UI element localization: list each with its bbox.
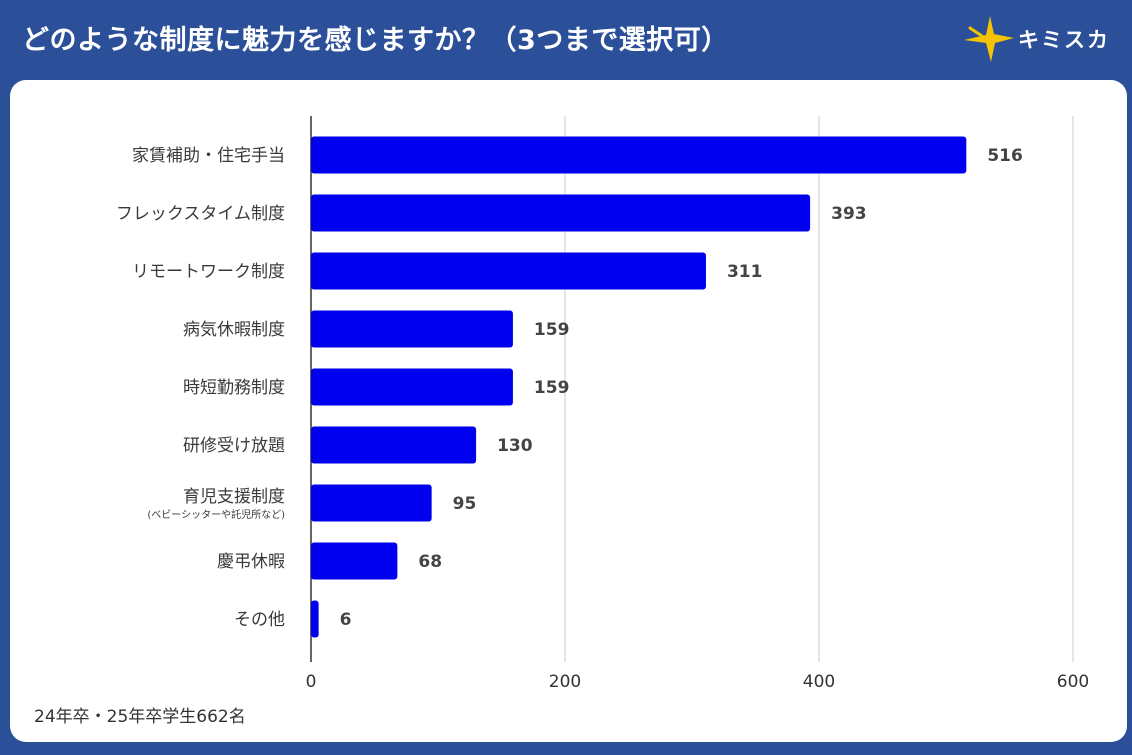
footnote: 24年卒・25年卒学生662名 xyxy=(34,707,246,727)
category-label: フレックスタイム制度 xyxy=(116,204,285,224)
data-label: 516 xyxy=(987,146,1023,166)
chart-card: 0 200 400 600 家賃補助・住宅手当 516 フレックスタイム制度 393 リモートワ… xyxy=(10,80,1127,742)
page-title: どのような制度に魅力を感じますか？（3つまで選択可） xyxy=(22,25,729,56)
x-tick-label: 200 xyxy=(549,672,581,692)
category-label: 病気休暇制度 xyxy=(183,320,285,340)
logo-text: キミスカ xyxy=(1018,28,1110,52)
x-tick-label: 400 xyxy=(803,672,835,692)
category-note: (ベビーシッターや託児所など) xyxy=(147,508,285,521)
bar xyxy=(311,484,432,522)
category-label: その他 xyxy=(234,610,285,630)
data-label: 311 xyxy=(727,262,763,282)
x-tick-label: 600 xyxy=(1057,672,1089,692)
bar xyxy=(311,310,513,348)
category-label: リモートワーク制度 xyxy=(132,262,285,282)
data-label: 393 xyxy=(831,204,867,224)
bar xyxy=(311,252,706,290)
data-label: 130 xyxy=(497,436,533,456)
data-label: 68 xyxy=(418,552,442,572)
data-label: 6 xyxy=(340,610,352,630)
category-label: 研修受け放題 xyxy=(183,436,285,456)
x-tick-label: 0 xyxy=(306,672,317,692)
data-label: 159 xyxy=(534,320,570,340)
data-label: 159 xyxy=(534,378,570,398)
bar-chart: 0 200 400 600 家賃補助・住宅手当 516 フレックスタイム制度 393 リモートワ… xyxy=(116,116,1089,692)
bar xyxy=(311,368,513,406)
bar xyxy=(311,194,811,232)
category-label: 育児支援制度 xyxy=(183,487,285,507)
data-label: 95 xyxy=(453,494,477,514)
brand-logo: キミスカ xyxy=(960,14,1110,64)
bar xyxy=(311,136,967,174)
bar xyxy=(311,426,477,464)
star-icon xyxy=(964,16,1014,62)
category-label: 家賃補助・住宅手当 xyxy=(132,146,285,166)
category-label: 慶弔休暇 xyxy=(217,552,285,572)
category-label: 時短勤務制度 xyxy=(183,378,285,398)
bar xyxy=(311,542,398,580)
bar xyxy=(311,600,319,638)
